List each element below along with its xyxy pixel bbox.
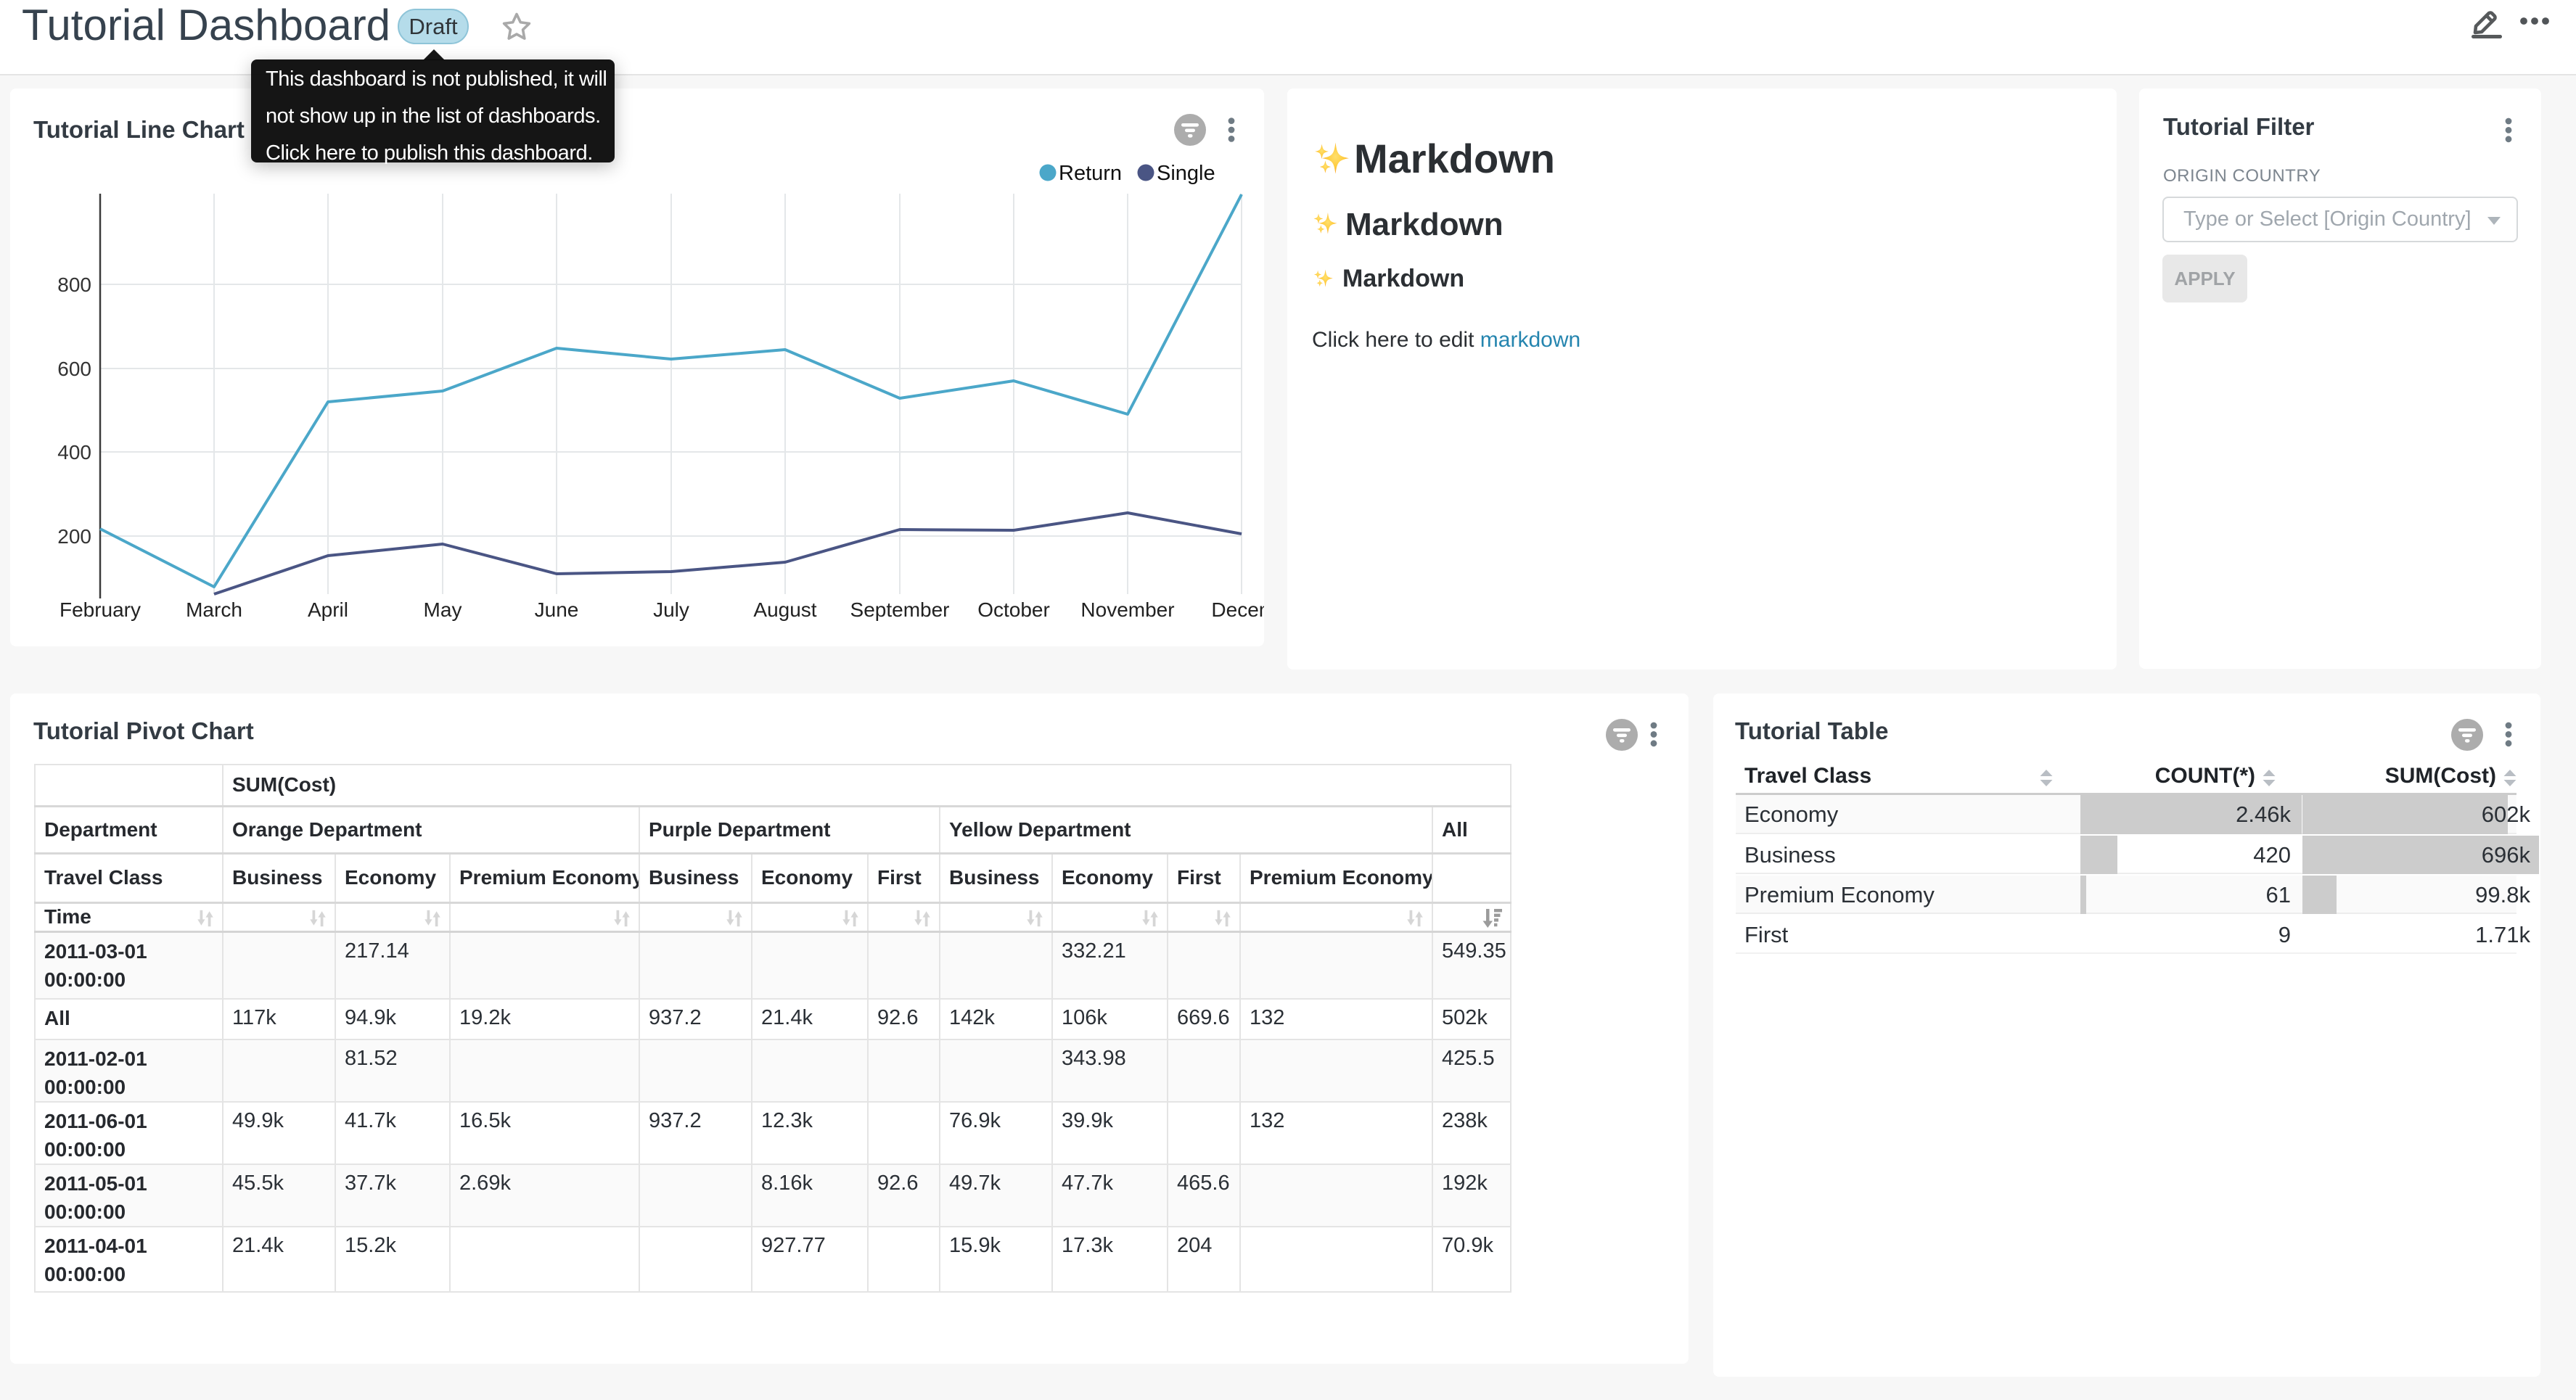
- svg-text:July: July: [653, 598, 689, 621]
- svg-text:June: June: [535, 598, 579, 621]
- svg-text:Single: Single: [1157, 162, 1215, 185]
- svg-text:February: February: [60, 598, 141, 621]
- svg-text:600: 600: [57, 358, 91, 380]
- svg-text:November: November: [1080, 598, 1174, 621]
- svg-text:400: 400: [57, 441, 91, 464]
- svg-text:April: April: [308, 598, 348, 621]
- svg-text:December: December: [1211, 598, 1264, 621]
- svg-text:October: October: [977, 598, 1050, 621]
- svg-text:May: May: [424, 598, 462, 621]
- svg-text:800: 800: [57, 273, 91, 296]
- svg-text:March: March: [186, 598, 242, 621]
- svg-text:September: September: [850, 598, 950, 621]
- svg-text:200: 200: [57, 525, 91, 548]
- svg-text:Return: Return: [1059, 162, 1122, 185]
- svg-text:August: August: [753, 598, 816, 621]
